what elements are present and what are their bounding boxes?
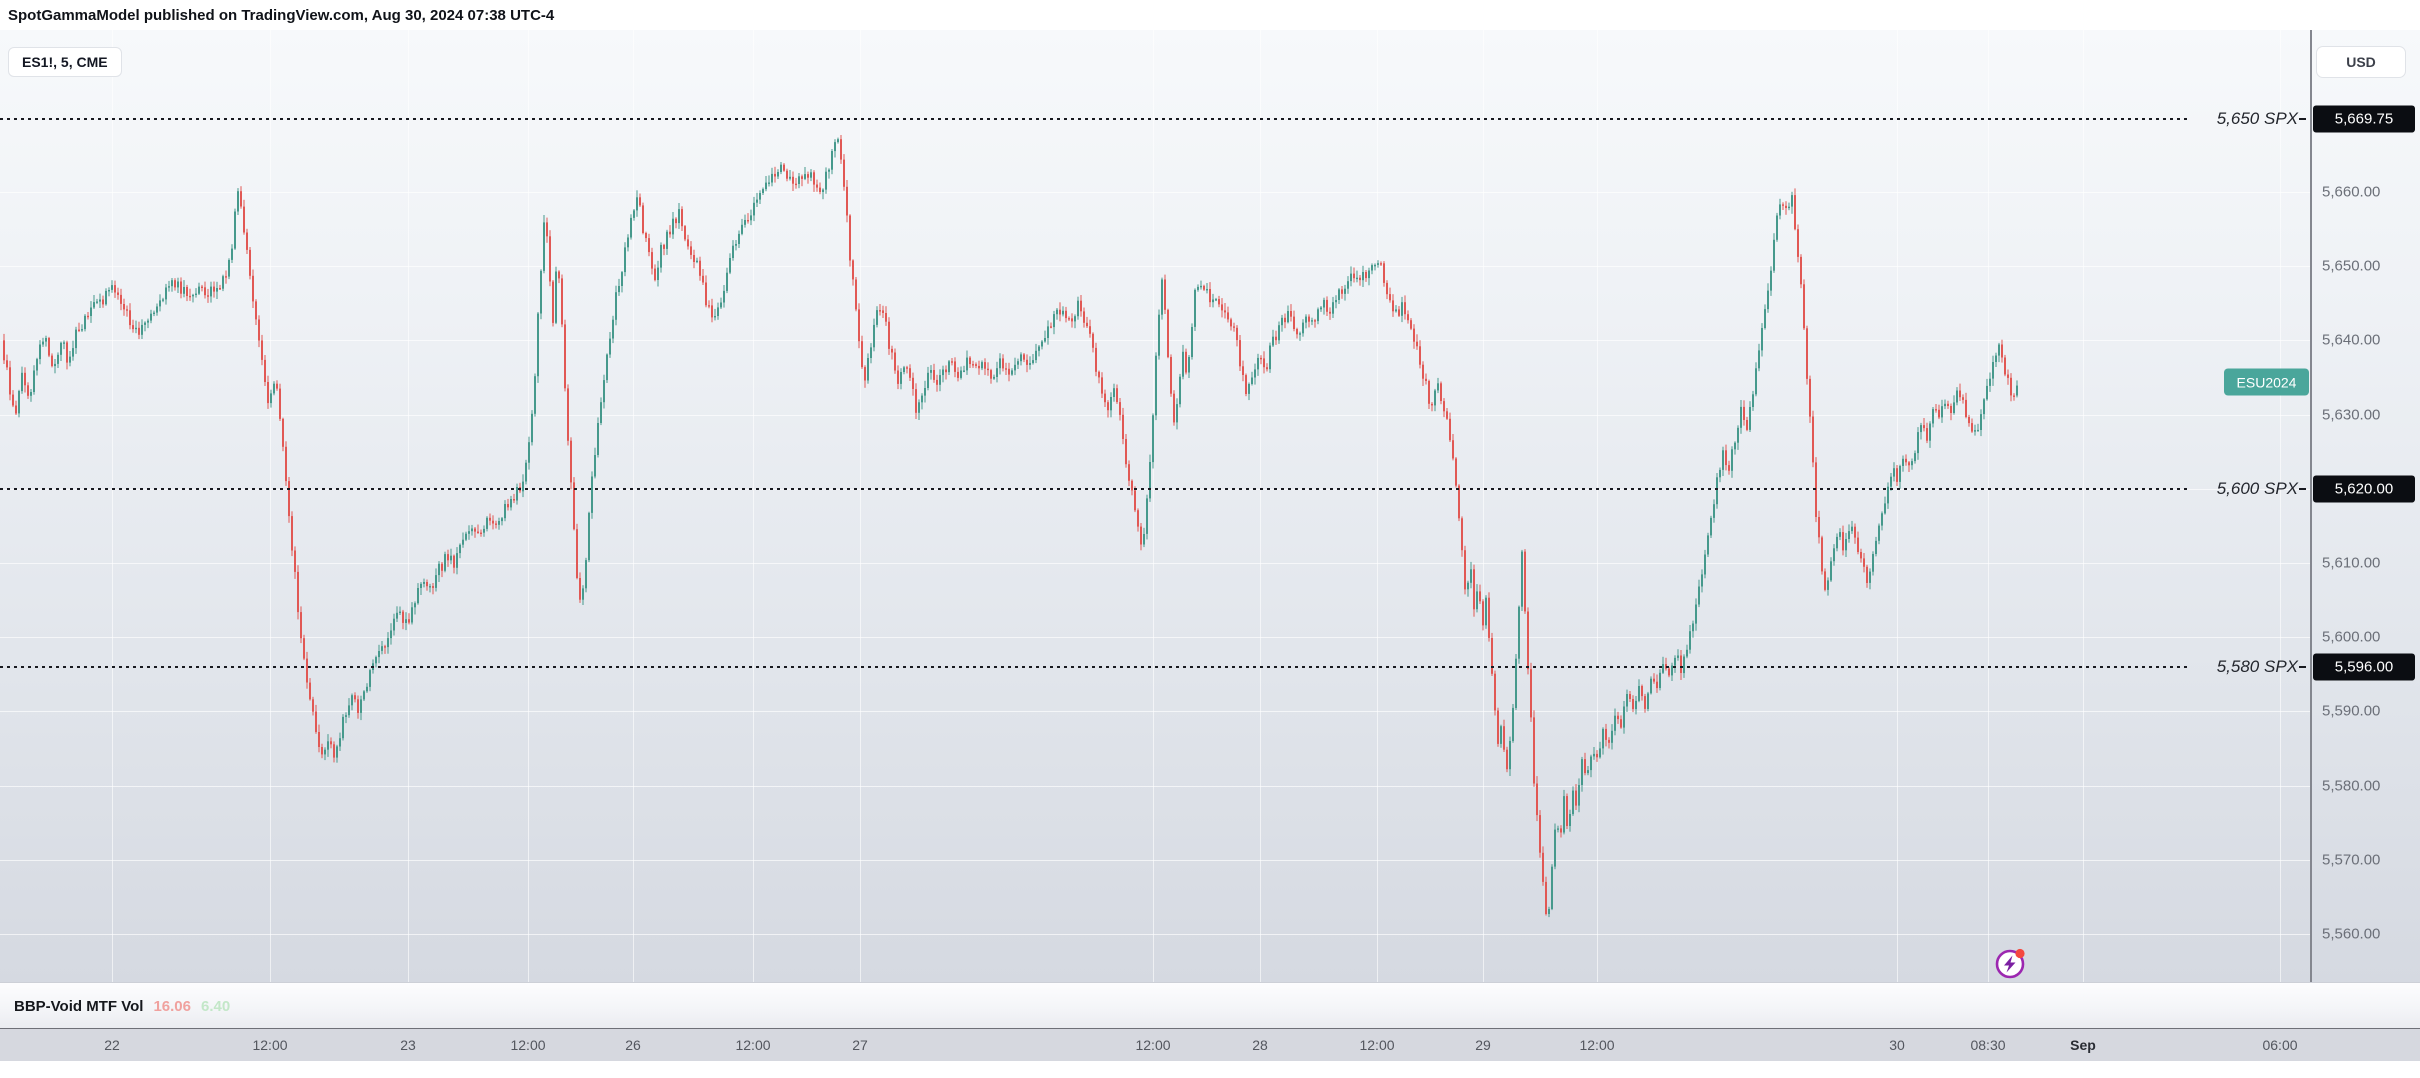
horizontal-gridline: [0, 266, 2310, 267]
vertical-gridline: [1483, 30, 1484, 982]
time-axis-label: 12:00: [1579, 1037, 1615, 1053]
price-level-badge: 5,669.75: [2313, 105, 2415, 133]
time-axis-label: 28: [1252, 1037, 1268, 1053]
time-axis-label: Sep: [2070, 1037, 2096, 1053]
horizontal-gridline: [0, 563, 2310, 564]
time-axis-label: 06:00: [2262, 1037, 2298, 1053]
vertical-gridline: [2280, 30, 2281, 982]
time-axis-label: 08:30: [1970, 1037, 2006, 1053]
vertical-gridline: [860, 30, 861, 982]
vertical-gridline: [2083, 30, 2084, 982]
vertical-gridline: [1377, 30, 1378, 982]
indicator-value-1: 16.06: [153, 997, 191, 1015]
vertical-gridline: [1153, 30, 1154, 982]
time-axis-label: 22: [104, 1037, 120, 1053]
horizontal-gridline: [0, 786, 2310, 787]
indicator-name: BBP-Void MTF Vol: [14, 997, 144, 1015]
vertical-gridline: [112, 30, 113, 982]
time-axis-label: 27: [852, 1037, 868, 1053]
horizontal-gridline: [0, 860, 2310, 861]
time-axis-label: 12:00: [252, 1037, 288, 1053]
time-axis-label: 12:00: [510, 1037, 546, 1053]
horizontal-gridline: [0, 711, 2310, 712]
price-axis-label: 5,590.00: [2322, 702, 2381, 720]
time-axis-label: 12:00: [1359, 1037, 1395, 1053]
price-level-badge: 5,620.00: [2313, 475, 2415, 503]
horizontal-gridline: [0, 415, 2310, 416]
horizontal-gridline: [0, 340, 2310, 341]
vertical-gridline: [1897, 30, 1898, 982]
price-axis-border: [2310, 30, 2312, 1060]
vertical-gridline: [1260, 30, 1261, 982]
alert-dot-icon: [2015, 948, 2025, 959]
price-axis-label: 5,630.00: [2322, 406, 2381, 424]
price-axis-label: 5,650.00: [2322, 257, 2381, 275]
time-axis-label: 29: [1475, 1037, 1491, 1053]
publish-header: SpotGammaModel published on TradingView.…: [0, 0, 2420, 30]
horizontal-gridline: [0, 192, 2310, 193]
price-axis-label: 5,640.00: [2322, 331, 2381, 349]
vertical-gridline: [270, 30, 271, 982]
bolt-icon: [2004, 955, 2016, 973]
symbol-legend[interactable]: ES1!, 5, CME: [8, 47, 122, 77]
candlestick-series: [3, 135, 2018, 918]
horizontal-gridline: [0, 934, 2310, 935]
price-axis-label: 5,600.00: [2322, 628, 2381, 646]
price-axis-label: 5,560.00: [2322, 925, 2381, 943]
vertical-gridline: [1597, 30, 1598, 982]
publish-header-text: SpotGammaModel published on TradingView.…: [8, 7, 555, 24]
horizontal-gridline: [0, 637, 2310, 638]
price-level-badge: 5,596.00: [2313, 653, 2415, 681]
up-candles: [18, 137, 2018, 918]
time-axis-label: 26: [625, 1037, 641, 1053]
price-axis-label: 5,580.00: [2322, 777, 2381, 795]
vertical-gridline: [633, 30, 634, 982]
price-axis[interactable]: [2310, 30, 2420, 1028]
vertical-gridline: [1988, 30, 1989, 982]
indicator-value-2: 6.40: [200, 997, 231, 1015]
price-axis-label: 5,660.00: [2322, 183, 2381, 201]
indicator-pane: BBP-Void MTF Vol 16.06 6.40: [0, 982, 2420, 1029]
time-axis-label: 12:00: [735, 1037, 771, 1053]
vertical-gridline: [753, 30, 754, 982]
chart-background: [0, 30, 2420, 982]
price-axis-label: 5,610.00: [2322, 554, 2381, 572]
indicator-legend-row[interactable]: BBP-Void MTF Vol 16.06 6.40: [14, 983, 230, 1029]
lightning-circle-icon[interactable]: [1990, 944, 2030, 984]
bottom-margin: [0, 1061, 2420, 1078]
time-axis[interactable]: 22 12:00 23 12:00 26 12:00 27 12:00 28 12:00 29 12:…: [0, 1028, 2420, 1061]
time-axis-label: 12:00: [1135, 1037, 1171, 1053]
vertical-gridline: [408, 30, 409, 982]
vertical-gridline: [528, 30, 529, 982]
currency-button[interactable]: USD: [2316, 46, 2406, 78]
time-axis-label: 30: [1889, 1037, 1905, 1053]
series-last-price-tag: ESU2024: [2224, 368, 2309, 396]
time-axis-label: 23: [400, 1037, 416, 1053]
price-axis-label: 5,570.00: [2322, 851, 2381, 869]
down-candles: [3, 135, 2015, 916]
